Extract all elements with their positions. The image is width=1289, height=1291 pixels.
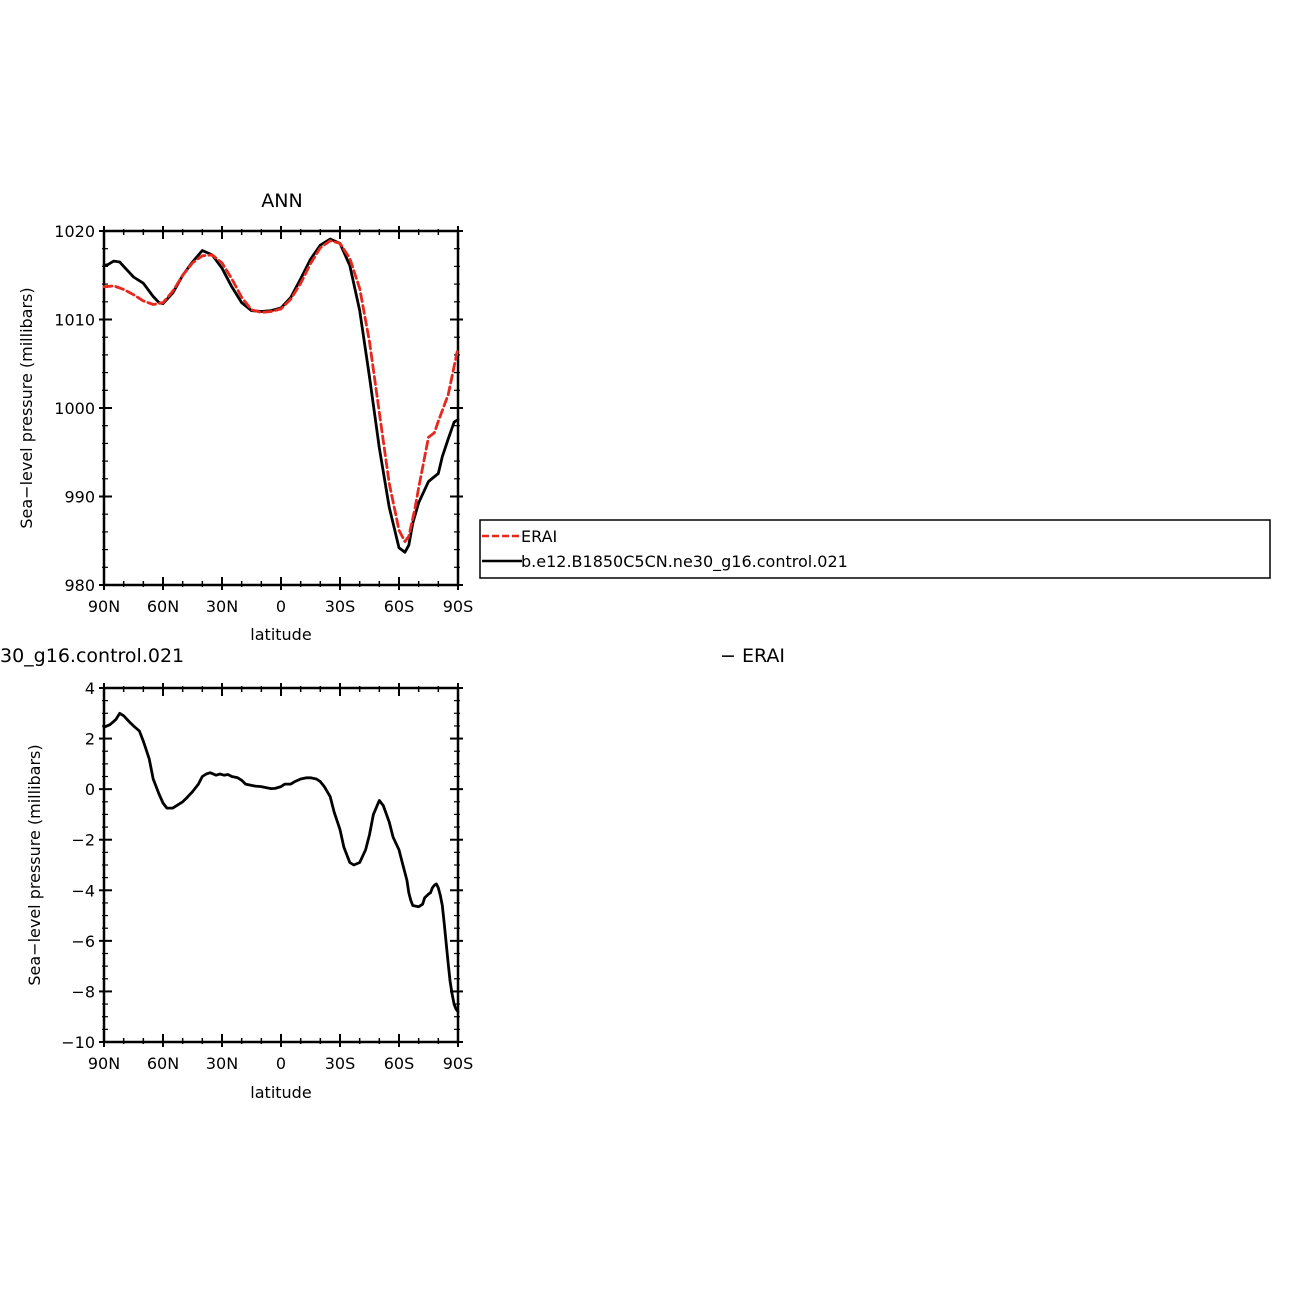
legend-label-erai: ERAI bbox=[521, 527, 557, 546]
x-tick-label: 0 bbox=[276, 597, 286, 616]
bottom-series-lines bbox=[102, 711, 460, 1014]
top-series-lines bbox=[102, 237, 460, 554]
x-tick-label: 90N bbox=[88, 1054, 120, 1073]
legend-box bbox=[479, 519, 1271, 579]
bottom-y-tick-labels: 4 2 0 −2 −4 −6 −8 −10 bbox=[61, 679, 95, 1052]
top-chart-title: ANN bbox=[261, 190, 302, 212]
y-tick-label: 2 bbox=[85, 730, 95, 749]
top-axis-ticks bbox=[99, 226, 463, 590]
top-x-axis-label: latitude bbox=[250, 625, 311, 644]
bottom-chart-title-left: 30_g16.control.021 bbox=[0, 645, 184, 667]
y-tick-label: 4 bbox=[85, 679, 95, 698]
series-line-difference bbox=[102, 711, 460, 1014]
bottom-chart-title-right: − ERAI bbox=[720, 645, 785, 667]
x-tick-label: 30S bbox=[325, 597, 356, 616]
y-tick-label: −4 bbox=[71, 881, 95, 900]
bottom-axis-ticks bbox=[99, 683, 463, 1047]
bottom-plot-frame bbox=[102, 686, 460, 1044]
y-tick-label: 0 bbox=[85, 780, 95, 799]
x-tick-label: 0 bbox=[276, 1054, 286, 1073]
y-tick-label: 1000 bbox=[54, 399, 95, 418]
y-tick-label: −2 bbox=[71, 831, 95, 850]
y-tick-label: 990 bbox=[64, 488, 95, 507]
x-tick-label: 60N bbox=[147, 1054, 179, 1073]
top-y-axis-label: Sea−level pressure (millibars) bbox=[17, 287, 36, 528]
x-tick-label: 90S bbox=[443, 597, 474, 616]
y-tick-label: 1020 bbox=[54, 222, 95, 241]
bottom-panel: 30_g16.control.021 − ERAI 90N 60N 30N 0 30S 6… bbox=[0, 645, 785, 1102]
x-tick-label: 30N bbox=[206, 597, 238, 616]
top-y-tick-labels: 1020 1010 1000 990 980 bbox=[54, 222, 95, 595]
x-tick-label: 60N bbox=[147, 597, 179, 616]
x-tick-label: 30S bbox=[325, 1054, 356, 1073]
bottom-y-axis-label: Sea−level pressure (millibars) bbox=[25, 744, 44, 985]
top-x-tick-labels: 90N 60N 30N 0 30S 60S 90S bbox=[88, 597, 473, 616]
top-plot-frame bbox=[102, 229, 460, 587]
series-line-erai bbox=[102, 239, 460, 543]
legend: ERAI b.e12.B1850C5CN.ne30_g16.control.02… bbox=[479, 519, 1271, 579]
legend-label-model: b.e12.B1850C5CN.ne30_g16.control.021 bbox=[521, 552, 848, 572]
y-tick-label: −6 bbox=[71, 932, 95, 951]
y-tick-label: 1010 bbox=[54, 311, 95, 330]
bottom-x-tick-labels: 90N 60N 30N 0 30S 60S 90S bbox=[88, 1054, 473, 1073]
y-tick-label: −8 bbox=[71, 982, 95, 1001]
x-tick-label: 60S bbox=[384, 1054, 415, 1073]
y-tick-label: −10 bbox=[61, 1033, 95, 1052]
series-line-b bbox=[102, 237, 460, 554]
top-panel: ANN 90N 60N 30N 0 30S 60S 90S 1020 1010 1000 990 9… bbox=[17, 190, 473, 644]
bottom-x-axis-label: latitude bbox=[250, 1083, 311, 1102]
x-tick-label: 90S bbox=[443, 1054, 474, 1073]
x-tick-label: 90N bbox=[88, 597, 120, 616]
x-tick-label: 60S bbox=[384, 597, 415, 616]
x-tick-label: 30N bbox=[206, 1054, 238, 1073]
y-tick-label: 980 bbox=[64, 576, 95, 595]
